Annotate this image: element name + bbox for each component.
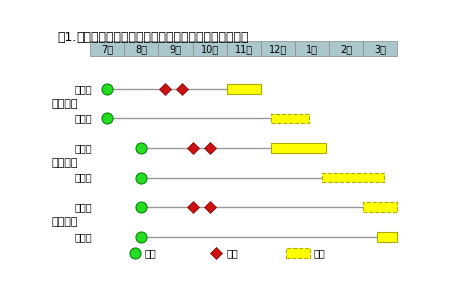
Text: 無処理: 無処理 — [75, 113, 92, 123]
Bar — [322, 173, 383, 182]
Bar — [90, 41, 124, 56]
Bar — [227, 84, 261, 94]
Text: 8月: 8月 — [136, 44, 147, 54]
Text: 9月: 9月 — [170, 44, 181, 54]
Text: 晩生品種: 晩生品種 — [51, 217, 78, 227]
Bar — [295, 41, 329, 56]
Text: 早生品種: 早生品種 — [51, 99, 78, 109]
Text: 播種: 播種 — [144, 248, 156, 258]
Bar — [227, 41, 261, 56]
Text: 処　理: 処 理 — [75, 84, 92, 94]
Text: 12月: 12月 — [269, 44, 287, 54]
Text: 2月: 2月 — [340, 44, 352, 54]
Bar — [124, 41, 158, 56]
Bar — [193, 41, 227, 56]
Text: プロヘキサジオンカルシウム処理による新しい作型: プロヘキサジオンカルシウム処理による新しい作型 — [77, 30, 249, 44]
Text: 処　理: 処 理 — [75, 143, 92, 153]
Text: 無処理: 無処理 — [75, 173, 92, 183]
Text: 処　理: 処 理 — [75, 202, 92, 212]
Bar — [271, 143, 326, 153]
Text: 10月: 10月 — [201, 44, 219, 54]
Bar — [377, 232, 397, 242]
Text: 収穫: 収穫 — [314, 248, 326, 258]
Bar — [363, 202, 397, 212]
Bar — [261, 41, 295, 56]
Bar — [271, 114, 308, 123]
Text: 11月: 11月 — [235, 44, 253, 54]
Text: 処理: 処理 — [226, 248, 238, 258]
Bar — [158, 41, 193, 56]
Text: 無処理: 無処理 — [75, 232, 92, 242]
Text: 7月: 7月 — [101, 44, 113, 54]
Bar — [286, 248, 310, 258]
Text: 1月: 1月 — [306, 44, 318, 54]
Text: 3月: 3月 — [374, 44, 386, 54]
Text: 中生品種: 中生品種 — [51, 158, 78, 168]
Text: 図1.: 図1. — [58, 30, 77, 44]
Bar — [329, 41, 363, 56]
Bar — [363, 41, 397, 56]
